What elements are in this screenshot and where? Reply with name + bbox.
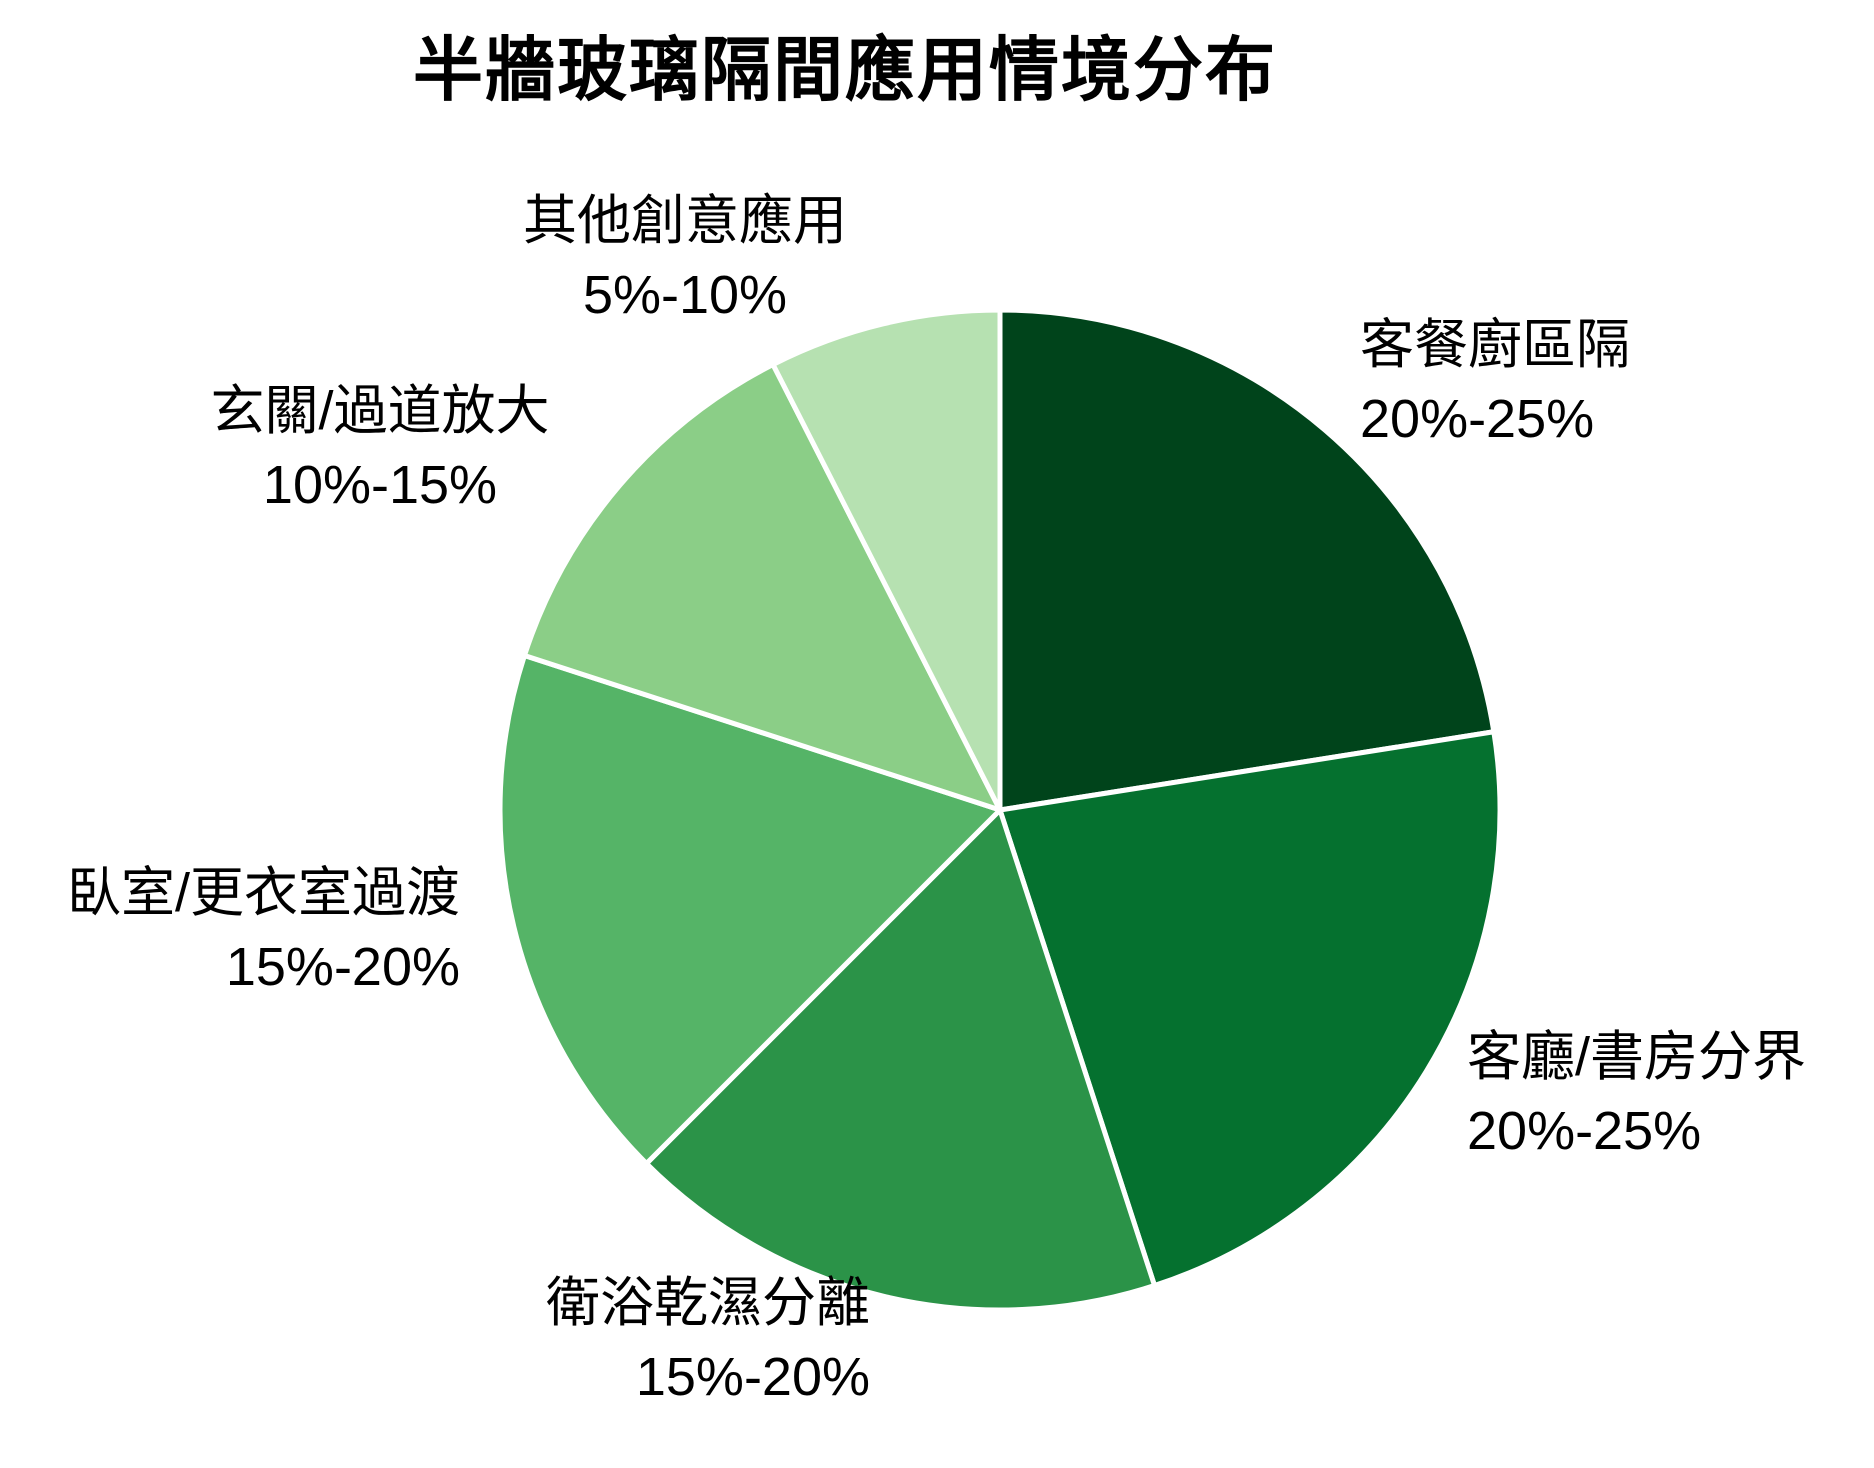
pie-slice-2 (643, 807, 1158, 1313)
slice-range: 15%-20% (635, 1347, 870, 1407)
slice-name: 臥室/更衣室過渡 (66, 863, 460, 923)
slice-name: 衛浴乾濕分離 (546, 1273, 870, 1333)
pie-slice-label-living-study: 客廳/書房分界 20%-25% (1467, 1020, 1806, 1168)
pie-slice-label-bathroom: 衛浴乾濕分離 15%-20% (546, 1266, 870, 1414)
slice-range: 10%-15% (262, 455, 498, 515)
pie-slice-label-other: 其他創意應用 5%-10% (435, 184, 935, 332)
pie-slice-1 (997, 729, 1503, 1289)
slice-range: 20%-25% (1360, 389, 1595, 449)
pie-slice-label-dining-kitchen: 客餐廚區隔 20%-25% (1360, 308, 1630, 456)
slice-name: 玄關/過道放大 (210, 381, 550, 441)
slice-range: 5%-10% (582, 265, 788, 325)
pie-slice-0 (997, 307, 1497, 813)
pie-slice-label-entryway: 玄關/過道放大 10%-15% (130, 374, 630, 522)
pie-slice-3 (497, 652, 1003, 1167)
pie-slice-5 (770, 307, 1003, 813)
slice-range: 20%-25% (1467, 1101, 1702, 1161)
pie-slice-label-bedroom-closet: 臥室/更衣室過渡 15%-20% (67, 856, 460, 1004)
slice-name: 客餐廚區隔 (1360, 315, 1630, 375)
pie-slice-4 (521, 362, 1003, 813)
chart-title: 半牆玻璃隔間應用情境分布 (413, 31, 1277, 109)
slice-range: 15%-20% (225, 937, 460, 997)
slice-name: 客廳/書房分界 (1467, 1027, 1807, 1087)
slice-name: 其他創意應用 (523, 191, 847, 251)
